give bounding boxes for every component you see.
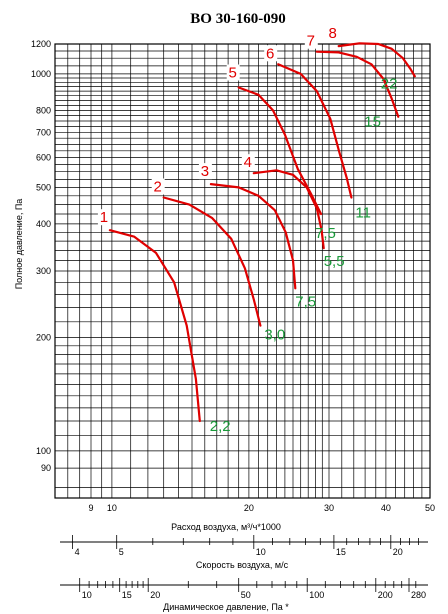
- y-tick-label: 90: [41, 463, 51, 473]
- x-tick-label: 10: [107, 503, 117, 513]
- series-name-label: 2: [154, 179, 162, 196]
- series-power-label: 11: [355, 205, 371, 222]
- series-4: 45,5: [241, 154, 345, 270]
- y-tick-label: 400: [36, 219, 51, 229]
- series-8: 8 22: [326, 25, 416, 92]
- series-name-backdrop: [304, 32, 318, 49]
- x-axis-label: Расход воздуха, м³/ч*1000: [171, 522, 281, 532]
- y-axis-ticks: 90 100 200 300 400 500 600 700 800 1000 1200: [31, 39, 51, 473]
- velocity-axis-label: Скорость воздуха, м/с: [196, 560, 289, 570]
- series-name-label: 6: [266, 45, 274, 62]
- y-tick-label: 1200: [31, 39, 51, 49]
- series-power-label: 22: [381, 75, 398, 92]
- series-name-label: 5: [229, 65, 237, 82]
- y-tick-label: 300: [36, 266, 51, 276]
- dynamic-pressure-tick-label: 15: [122, 590, 132, 600]
- x-axis-ticks: 9 10 20 30 40 50: [88, 503, 435, 513]
- dynamic-pressure-axis: 10 15 20 50 100 200 280: [60, 578, 428, 600]
- series-7: 7 15: [304, 32, 400, 131]
- series-line: [237, 86, 323, 216]
- series-5: 57,5: [226, 64, 336, 242]
- series-name-backdrop: [264, 45, 278, 62]
- y-tick-label: 500: [36, 182, 51, 192]
- series-name-label: 3: [201, 163, 209, 180]
- dynamic-pressure-tick-label: 100: [309, 590, 324, 600]
- plot-border: [54, 43, 431, 499]
- x-tick-label: 50: [425, 503, 435, 513]
- series-line: [315, 50, 400, 118]
- series-name-label: 7: [307, 33, 315, 50]
- series-line: [162, 196, 262, 327]
- velocity-tick-label: 20: [393, 547, 403, 557]
- series-name-backdrop: [326, 25, 340, 42]
- x-tick-label: 20: [244, 503, 254, 513]
- velocity-axis: 4 5 10 15 20: [60, 535, 428, 557]
- dynamic-pressure-axis-label: Динамическое давление, Па *: [163, 602, 289, 612]
- dynamic-pressure-tick-label: 20: [150, 590, 160, 600]
- series-name-backdrop: [97, 209, 111, 226]
- series-3: 37,5: [198, 163, 316, 310]
- series-power-label: 15: [364, 114, 381, 131]
- y-tick-label: 100: [36, 446, 51, 456]
- series-name-label: 8: [329, 25, 337, 42]
- series-6: 6 11: [264, 45, 371, 222]
- dynamic-pressure-tick-label: 280: [411, 590, 426, 600]
- x-tick-label: 30: [324, 503, 334, 513]
- velocity-tick-label: 15: [336, 547, 346, 557]
- series-2: 23,0: [151, 178, 285, 344]
- y-tick-label: 800: [36, 105, 51, 115]
- series-line: [108, 229, 201, 423]
- velocity-tick-label: 4: [75, 547, 80, 557]
- series-name-backdrop: [151, 178, 165, 195]
- chart-grid: [55, 44, 430, 498]
- y-tick-label: 1000: [31, 69, 51, 79]
- series-power-label: 5,5: [324, 253, 345, 270]
- series-name-backdrop: [198, 163, 212, 180]
- series-power-label: 2,2: [210, 418, 231, 435]
- dynamic-pressure-tick-label: 50: [241, 590, 251, 600]
- y-axis-label: Полное давление, Па: [14, 199, 24, 290]
- y-tick-label: 700: [36, 127, 51, 137]
- series-line: [277, 63, 353, 199]
- series-name-label: 1: [100, 209, 108, 226]
- chart-title: ВО 30-160-090: [190, 11, 285, 27]
- series-power-label: 3,0: [264, 327, 285, 344]
- series-line: [209, 183, 297, 290]
- dynamic-pressure-tick-label: 200: [378, 590, 393, 600]
- series-line: [337, 42, 416, 78]
- series-name-backdrop: [226, 64, 240, 81]
- series-power-label: 7,5: [315, 225, 336, 242]
- y-tick-label: 600: [36, 153, 51, 163]
- series-name-label: 4: [244, 154, 252, 171]
- dynamic-pressure-tick-label: 10: [82, 590, 92, 600]
- series-1: 12,2: [97, 209, 231, 435]
- velocity-tick-label: 10: [256, 547, 266, 557]
- x-tick-label: 40: [381, 503, 391, 513]
- series-line: [252, 169, 325, 250]
- velocity-tick-label: 5: [119, 547, 124, 557]
- y-tick-label: 200: [36, 332, 51, 342]
- series-name-backdrop: [241, 154, 255, 171]
- series-power-label: 7,5: [295, 293, 316, 310]
- plot-frame: [54, 43, 431, 499]
- x-tick-label: 9: [88, 503, 93, 513]
